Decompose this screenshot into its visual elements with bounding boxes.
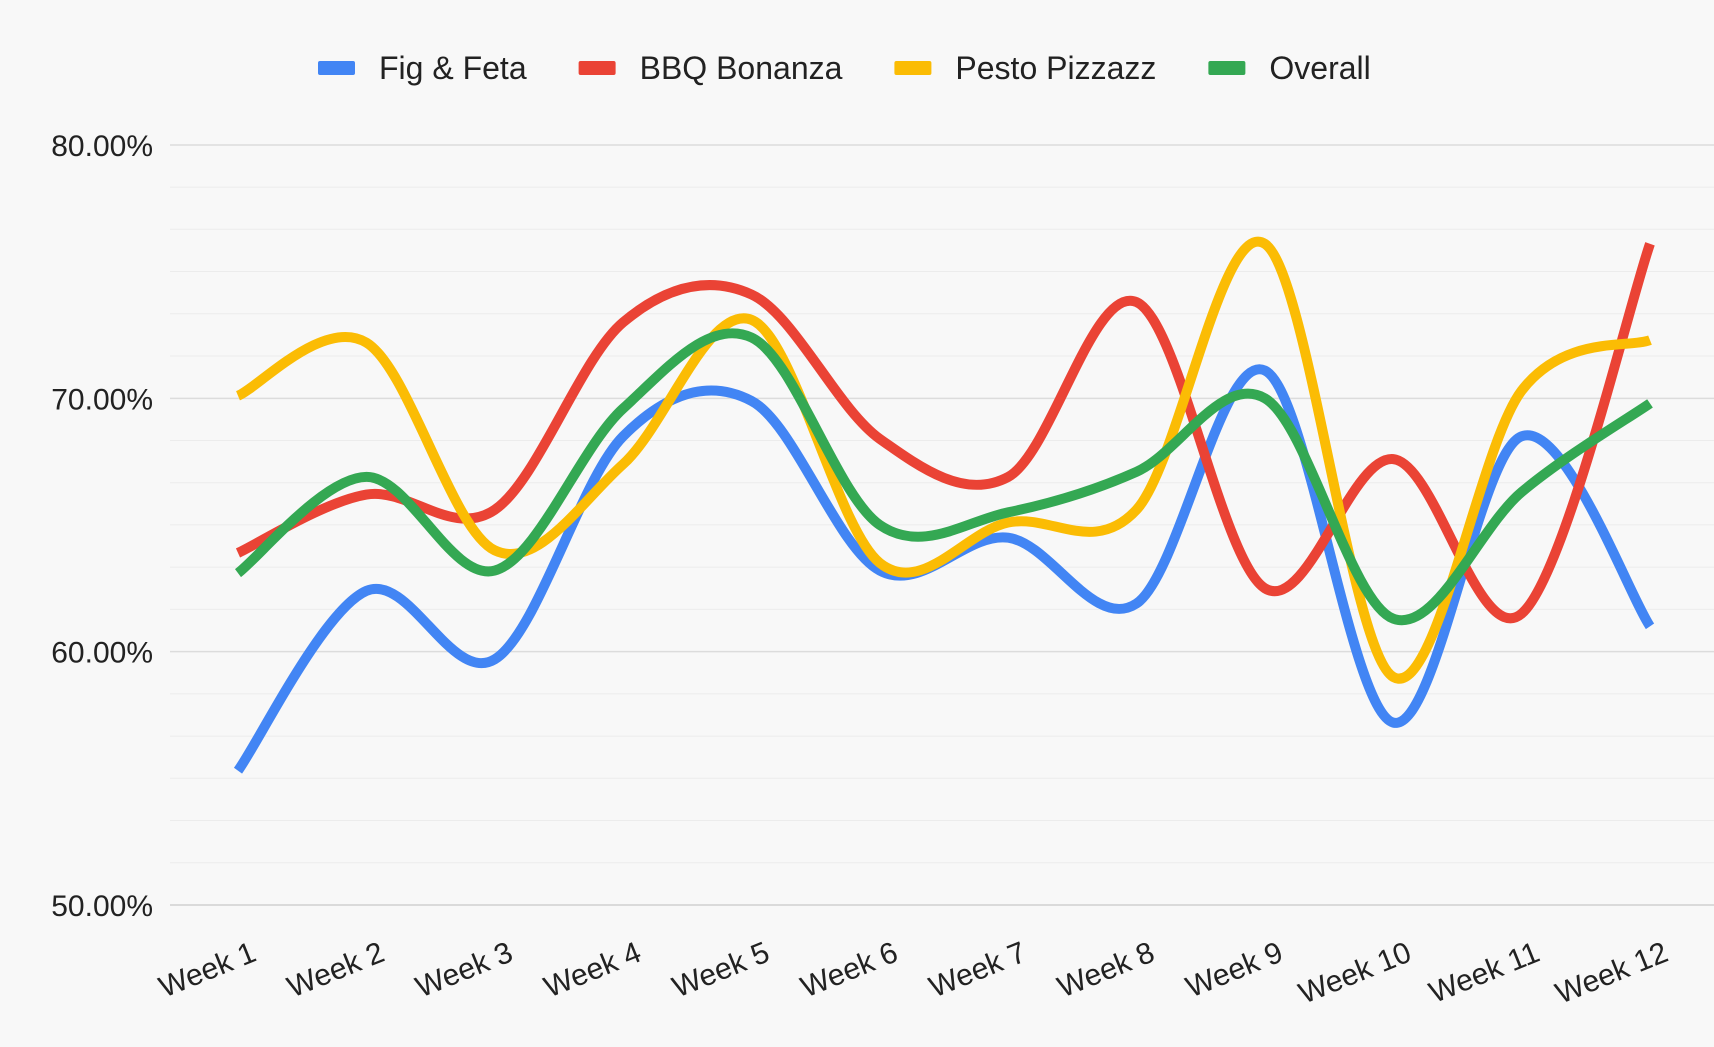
legend-swatch-pesto-pizzazz <box>894 61 932 75</box>
y-tick-label: 70.00% <box>51 383 153 416</box>
y-tick-label: 50.00% <box>51 890 153 923</box>
series-line-fig-feta <box>233 364 1655 774</box>
x-tick-label: Week 1 <box>154 936 260 1004</box>
legend-label-fig-feta: Fig & Feta <box>379 50 527 86</box>
x-axis: Week 1 Week 2 Week 3 Week 4 Week 5 Week 6 Week… <box>154 936 1672 1011</box>
legend-label-overall: Overall <box>1269 50 1370 86</box>
y-tick-label: 80.00% <box>51 130 153 163</box>
x-tick-label: Week 8 <box>1053 936 1159 1004</box>
major-gridlines <box>170 144 1714 906</box>
series-lines <box>233 236 1655 774</box>
legend-swatch-fig-feta <box>318 61 355 75</box>
series-line-pesto-pizzazz <box>235 236 1652 684</box>
legend-swatch-overall <box>1208 61 1246 75</box>
x-tick-label: Week 11 <box>1425 936 1545 1010</box>
x-tick-label: Week 3 <box>411 936 517 1004</box>
x-tick-label: Week 10 <box>1294 936 1416 1011</box>
minor-gridlines <box>170 186 1714 864</box>
x-tick-label: Week 7 <box>925 936 1031 1004</box>
legend-swatch-bbq-bonanza <box>578 61 616 75</box>
legend-label-pesto-pizzazz: Pesto Pizzazz <box>955 50 1156 86</box>
series-line-overall <box>234 328 1653 626</box>
x-tick-label: Week 12 <box>1551 936 1673 1011</box>
legend-label-bbq-bonanza: BBQ Bonanza <box>640 50 843 86</box>
x-tick-label: Week 4 <box>540 936 646 1004</box>
x-tick-label: Week 5 <box>668 936 774 1004</box>
y-tick-label: 60.00% <box>51 637 153 670</box>
x-tick-label: Week 6 <box>796 936 902 1004</box>
x-tick-label: Week 9 <box>1181 936 1287 1004</box>
y-axis: 50.00% 60.00% 70.00% 80.00% <box>51 130 153 923</box>
legend: Fig & Feta BBQ Bonanza Pesto Pizzazz Overal… <box>318 50 1371 86</box>
x-tick-label: Week 2 <box>283 936 389 1004</box>
